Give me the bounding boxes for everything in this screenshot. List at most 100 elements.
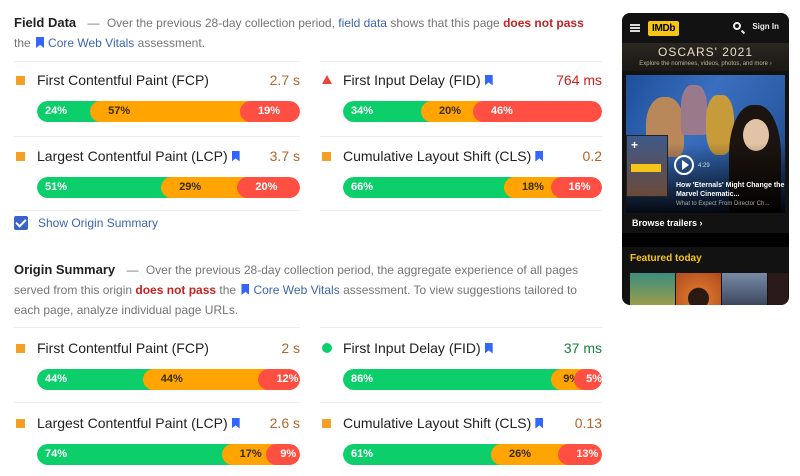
field-data-desc: the — [14, 36, 31, 50]
imdb-logo: IMDb — [648, 20, 680, 36]
separator-band — [622, 233, 789, 247]
needs-improvement-segment: 57% — [90, 101, 251, 122]
featured-thumbnails — [630, 273, 789, 305]
origin-metric-fid: First Input Delay (FID) 37 ms 86% 9% 5% — [320, 338, 602, 390]
good-segment: 86% — [343, 369, 562, 390]
core-web-vitals-link[interactable]: Core Web Vitals — [48, 36, 135, 50]
metric-name-text: Cumulative Layout Shift (CLS) — [343, 415, 532, 431]
poor-segment: 5% — [574, 369, 602, 390]
imdb-topbar: IMDb Sign In — [622, 13, 789, 43]
page-screenshot-thumbnail: IMDb Sign In OSCARS' 2021 Explore the no… — [622, 13, 789, 305]
poor-segment: 12% — [258, 369, 300, 390]
origin-metric-fcp: First Contentful Paint (FCP) 2 s 44% 44%… — [14, 338, 300, 390]
field-data-desc: assessment. — [137, 36, 205, 50]
video-duration: 4:29 — [698, 163, 710, 169]
bookmark-icon — [484, 74, 493, 86]
fail-text: does not pass — [503, 16, 584, 30]
metric-name: Largest Contentful Paint (LCP) — [37, 148, 244, 164]
origin-desc: Over the previous 28-day collection peri… — [14, 263, 579, 297]
featured-thumbnail — [722, 273, 767, 305]
bookmark-icon — [36, 37, 45, 48]
divider — [320, 61, 602, 62]
metric-name: Cumulative Layout Shift (CLS) — [343, 415, 547, 431]
checkbox-label[interactable]: Show Origin Summary — [38, 216, 159, 230]
needs-improvement-segment: 44% — [142, 369, 269, 390]
metric-name: Largest Contentful Paint (LCP) — [37, 415, 244, 431]
video-title: How 'Eternals' Might Change the Marvel C… — [676, 182, 785, 198]
add-icon: + — [631, 138, 639, 152]
search-icon — [733, 22, 741, 30]
metric-name: Cumulative Layout Shift (CLS) — [343, 148, 547, 164]
metric-value: 764 ms — [556, 72, 602, 88]
field-data-desc: Over the previous 28-day collection peri… — [106, 16, 335, 30]
checkbox-checked[interactable] — [14, 216, 28, 230]
origin-desc: assessment. To view suggestions tailored… — [14, 283, 577, 317]
metric-name-text: Largest Contentful Paint (LCP) — [37, 148, 228, 164]
metric-name-text: First Input Delay (FID) — [343, 340, 481, 356]
divider — [320, 136, 602, 137]
divider — [14, 136, 300, 137]
show-origin-summary-toggle[interactable]: Show Origin Summary — [14, 216, 158, 230]
metric-name-text: Largest Contentful Paint (LCP) — [37, 415, 228, 431]
poor-segment: 46% — [472, 101, 602, 122]
poor-segment: 16% — [550, 177, 602, 198]
origin-summary-header: Origin Summary — Over the previous 28-da… — [14, 260, 594, 320]
poor-segment: 19% — [240, 101, 300, 122]
origin-desc: the — [219, 283, 237, 297]
divider — [320, 210, 602, 211]
distribution-bar: 86% 9% 5% — [343, 369, 602, 390]
metric-value: 2 s — [281, 340, 300, 356]
good-segment: 24% — [37, 101, 101, 122]
hero-figure — [681, 85, 707, 135]
divider — [320, 402, 602, 403]
origin-metric-lcp: Largest Contentful Paint (LCP) 2.6 s 74%… — [14, 413, 300, 465]
good-segment: 61% — [343, 444, 501, 465]
metric-cls: Cumulative Layout Shift (CLS) 0.2 66% 18… — [320, 146, 602, 198]
distribution-bar: 24% 57% 19% — [37, 101, 300, 122]
distribution-bar: 74% 17% 9% — [37, 444, 300, 465]
banner-subtitle: Explore the nominees, videos, photos, an… — [639, 61, 772, 67]
banner-title: OSCARS' 2021 — [658, 45, 753, 59]
field-data-title: Field Data — [14, 15, 77, 30]
origin-metric-cls: Cumulative Layout Shift (CLS) 0.13 61% 2… — [320, 413, 602, 465]
needs-improvement-segment: 29% — [161, 177, 248, 198]
poster-image: + — [626, 135, 668, 197]
good-circle-icon — [322, 343, 332, 353]
metric-name: First Input Delay (FID) — [343, 340, 497, 356]
bookmark-icon — [535, 417, 544, 429]
core-web-vitals-link[interactable]: Core Web Vitals — [253, 283, 340, 297]
bookmark-icon — [535, 150, 544, 162]
good-segment: 66% — [343, 177, 514, 198]
metric-value: 0.2 — [582, 148, 602, 164]
menu-icon — [630, 24, 640, 32]
video-subtitle: What to Expect From Director Ch... — [676, 201, 770, 207]
metric-value: 3.7 s — [269, 148, 300, 164]
distribution-bar: 61% 26% 13% — [343, 444, 602, 465]
origin-summary-title: Origin Summary — [14, 262, 116, 277]
featured-thumbnail — [630, 273, 675, 305]
average-square-icon — [16, 419, 25, 428]
dash: — — [87, 16, 100, 30]
featured-thumbnail — [676, 273, 721, 305]
bookmark-icon — [231, 417, 240, 429]
metric-value: 37 ms — [563, 340, 602, 356]
divider — [14, 210, 300, 211]
metric-name-text: Cumulative Layout Shift (CLS) — [343, 148, 532, 164]
field-data-link[interactable]: field data — [338, 16, 387, 30]
featured-today-heading: Featured today — [630, 253, 702, 264]
bookmark-icon — [231, 150, 240, 162]
divider — [14, 402, 300, 403]
needs-improvement-segment: 20% — [421, 101, 483, 122]
average-square-icon — [16, 152, 25, 161]
metric-value: 2.6 s — [269, 415, 300, 431]
bookmark-icon — [484, 342, 493, 354]
metric-name-text: First Input Delay (FID) — [343, 72, 481, 88]
distribution-bar: 44% 44% 12% — [37, 369, 300, 390]
needs-improvement-segment: 26% — [490, 444, 569, 465]
poor-segment: 20% — [237, 177, 300, 198]
dash: — — [126, 263, 139, 277]
metric-value: 2.7 s — [269, 72, 300, 88]
divider — [320, 327, 602, 328]
divider — [14, 61, 300, 62]
distribution-bar: 51% 29% 20% — [37, 177, 300, 198]
